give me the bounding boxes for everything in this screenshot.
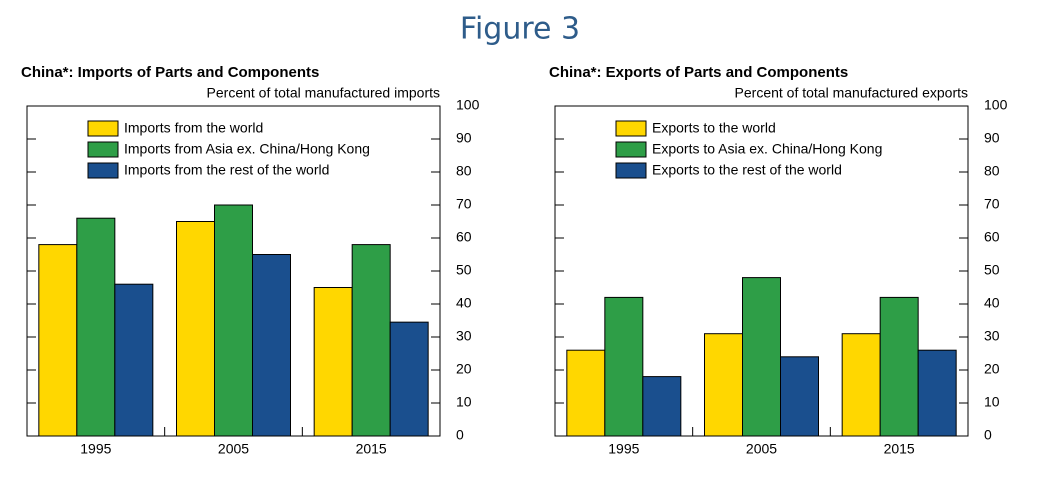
- chart-title: China*: Imports of Parts and Components: [21, 64, 319, 81]
- y-tick-label: 80: [456, 163, 472, 179]
- y-tick-label: 70: [456, 196, 472, 212]
- bar: [389, 321, 429, 437]
- y-tick-label: 100: [984, 97, 1008, 113]
- legend-swatch: [615, 120, 647, 137]
- legend-swatch: [615, 141, 647, 158]
- y-tick-label: 90: [984, 130, 1000, 146]
- y-tick-label: 50: [456, 262, 472, 278]
- y-tick-label: 10: [984, 394, 1000, 410]
- bar: [604, 296, 644, 437]
- bar: [841, 333, 881, 437]
- bar: [742, 277, 781, 437]
- y-tick-label: 10: [456, 394, 472, 410]
- legend-label: Exports to the world: [652, 120, 776, 136]
- bar: [38, 244, 78, 437]
- x-tick-label: 2005: [746, 441, 777, 457]
- figure-title: Figure 3: [460, 12, 580, 47]
- y-tick-label: 0: [456, 427, 464, 443]
- bar: [252, 254, 291, 437]
- bar: [351, 244, 391, 437]
- y-tick-label: 40: [456, 295, 472, 311]
- y-tick-label: 0: [984, 427, 992, 443]
- chart-subtitle: Percent of total manufactured imports: [207, 85, 440, 101]
- bar: [642, 376, 682, 437]
- legend-label: Imports from the rest of the world: [124, 162, 329, 178]
- bar: [704, 333, 743, 437]
- bar: [879, 296, 919, 437]
- y-tick-label: 70: [984, 196, 1000, 212]
- y-tick-label: 80: [984, 163, 1000, 179]
- bar: [313, 287, 353, 437]
- legend-swatch: [87, 120, 119, 137]
- y-tick-label: 60: [984, 229, 1000, 245]
- bar: [566, 349, 606, 437]
- bar: [917, 349, 957, 437]
- legend-label: Imports from the world: [124, 120, 263, 136]
- chart-title: China*: Exports of Parts and Components: [549, 64, 848, 81]
- y-tick-label: 30: [456, 328, 472, 344]
- chart-subtitle: Percent of total manufactured exports: [735, 85, 968, 101]
- x-tick-label: 2015: [356, 441, 387, 457]
- bar: [176, 221, 215, 437]
- bar: [114, 283, 154, 437]
- y-tick-label: 20: [456, 361, 472, 377]
- y-tick-label: 60: [456, 229, 472, 245]
- legend-swatch: [87, 162, 119, 179]
- x-tick-label: 2005: [218, 441, 249, 457]
- y-tick-label: 30: [984, 328, 1000, 344]
- legend-label: Exports to Asia ex. China/Hong Kong: [652, 141, 882, 157]
- legend-label: Exports to the rest of the world: [652, 162, 842, 178]
- y-tick-label: 50: [984, 262, 1000, 278]
- bar: [214, 204, 253, 437]
- bar: [780, 356, 819, 437]
- y-tick-label: 20: [984, 361, 1000, 377]
- y-tick-label: 90: [456, 130, 472, 146]
- legend-label: Imports from Asia ex. China/Hong Kong: [124, 141, 370, 157]
- y-tick-label: 100: [456, 97, 480, 113]
- legend-swatch: [87, 141, 119, 158]
- x-tick-label: 2015: [884, 441, 915, 457]
- y-tick-label: 40: [984, 295, 1000, 311]
- bar: [76, 217, 116, 437]
- x-tick-label: 1995: [80, 441, 111, 457]
- legend-swatch: [615, 162, 647, 179]
- x-tick-label: 1995: [608, 441, 639, 457]
